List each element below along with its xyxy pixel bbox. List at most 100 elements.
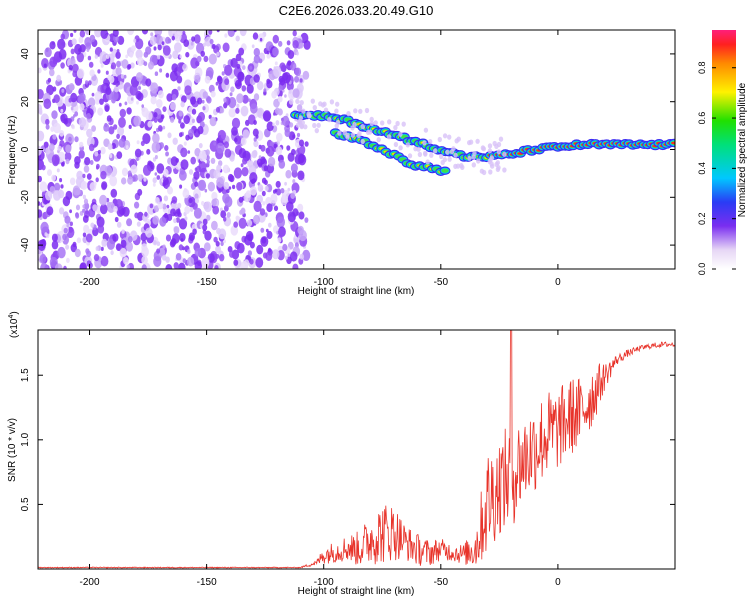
noise-blob	[178, 244, 184, 251]
noise-blob	[253, 93, 260, 101]
noise-blob	[43, 63, 47, 68]
noise-blob	[66, 223, 70, 228]
noise-blob	[198, 143, 203, 149]
noise-blob	[242, 157, 248, 165]
noise-blob	[61, 162, 65, 167]
noise-blob	[204, 75, 211, 84]
noise-blob	[167, 186, 173, 195]
noise-blob	[249, 258, 254, 265]
halo-blob	[423, 151, 428, 157]
noise-blob	[163, 177, 169, 186]
halo-blob	[416, 146, 421, 152]
noise-blob	[215, 106, 221, 113]
halo-blob	[487, 143, 493, 149]
noise-blob	[194, 167, 198, 172]
halo-blob	[453, 163, 458, 169]
noise-blob	[86, 48, 90, 52]
noise-blob	[38, 175, 42, 183]
halo-blob	[445, 149, 450, 155]
noise-blob	[130, 97, 134, 101]
noise-blob	[85, 80, 89, 85]
noise-blob	[242, 129, 250, 139]
noise-blob	[216, 142, 225, 154]
noise-blob	[121, 167, 129, 177]
noise-blob	[169, 70, 178, 82]
noise-blob	[256, 107, 265, 119]
noise-blob	[156, 99, 163, 108]
noise-blob	[172, 233, 180, 244]
noise-blob	[97, 224, 105, 234]
noise-blob	[65, 158, 70, 165]
noise-blob	[70, 243, 78, 253]
noise-blob	[218, 228, 227, 240]
noise-blob	[95, 177, 99, 183]
noise-blob	[101, 238, 108, 247]
noise-blob	[215, 241, 220, 247]
noise-blob	[282, 72, 291, 84]
noise-blob	[253, 74, 260, 83]
noise-blob	[260, 187, 263, 192]
snr-ticks: -200 -150 -100 -50 0 0.5 1.0 1.5	[20, 330, 675, 588]
noise-blob	[72, 70, 78, 78]
snr-xtick-label: 0	[555, 577, 561, 588]
noise-blob	[296, 132, 301, 138]
noise-blob	[299, 78, 303, 83]
noise-blob	[154, 172, 158, 176]
noise-blob	[185, 51, 190, 58]
halo-blob	[447, 156, 452, 162]
halo-blob	[481, 169, 487, 176]
noise-blob	[38, 145, 42, 156]
halo-blob	[447, 134, 452, 140]
noise-blob	[57, 38, 66, 50]
noise-blob	[154, 155, 158, 160]
noise-blob	[109, 47, 113, 52]
halo-blob	[314, 128, 319, 134]
noise-blob	[287, 60, 292, 66]
noise-blob	[231, 117, 241, 129]
noise-blob	[56, 168, 60, 173]
noise-blob	[276, 216, 285, 228]
noise-blob	[105, 87, 112, 95]
noise-blob	[130, 164, 138, 174]
noise-blob	[59, 178, 63, 183]
noise-blob	[223, 141, 229, 149]
noise-blob	[157, 90, 164, 99]
halo-blob	[496, 149, 502, 155]
halo-blob	[352, 122, 357, 128]
noise-blob	[110, 250, 114, 256]
noise-blob	[210, 157, 216, 164]
snr-ytick-label: 1.5	[20, 368, 31, 382]
noise-blob	[217, 173, 221, 177]
noise-blob	[298, 211, 305, 220]
noise-blob	[273, 66, 282, 78]
noise-blob	[115, 67, 122, 76]
noise-blob	[120, 239, 127, 248]
noise-blob	[229, 92, 233, 97]
noise-blob	[202, 91, 208, 99]
noise-blob	[253, 54, 261, 64]
noise-blob	[131, 45, 136, 52]
noise-blob	[88, 61, 94, 68]
noise-blob	[266, 53, 271, 59]
noise-blob	[54, 182, 61, 192]
noise-blob	[288, 89, 292, 94]
spectrogram-xlabel: Height of straight line (km)	[298, 286, 415, 297]
noise-blob	[99, 98, 104, 105]
noise-blob	[136, 211, 144, 221]
noise-blob	[187, 249, 191, 254]
noise-blob	[145, 78, 152, 87]
noise-blob	[286, 145, 291, 151]
noise-blob	[156, 175, 161, 180]
noise-blob	[263, 88, 267, 93]
noise-blob	[39, 254, 47, 264]
noise-blob	[65, 244, 70, 250]
spectrogram-ytick-label: 40	[20, 48, 31, 60]
noise-blob	[303, 40, 311, 50]
halo-blob	[456, 136, 461, 142]
noise-blob	[94, 151, 99, 157]
noise-blob	[216, 177, 225, 188]
noise-blob	[143, 61, 148, 67]
noise-blob	[286, 201, 294, 212]
noise-blob	[133, 38, 137, 43]
noise-blob	[212, 205, 219, 215]
